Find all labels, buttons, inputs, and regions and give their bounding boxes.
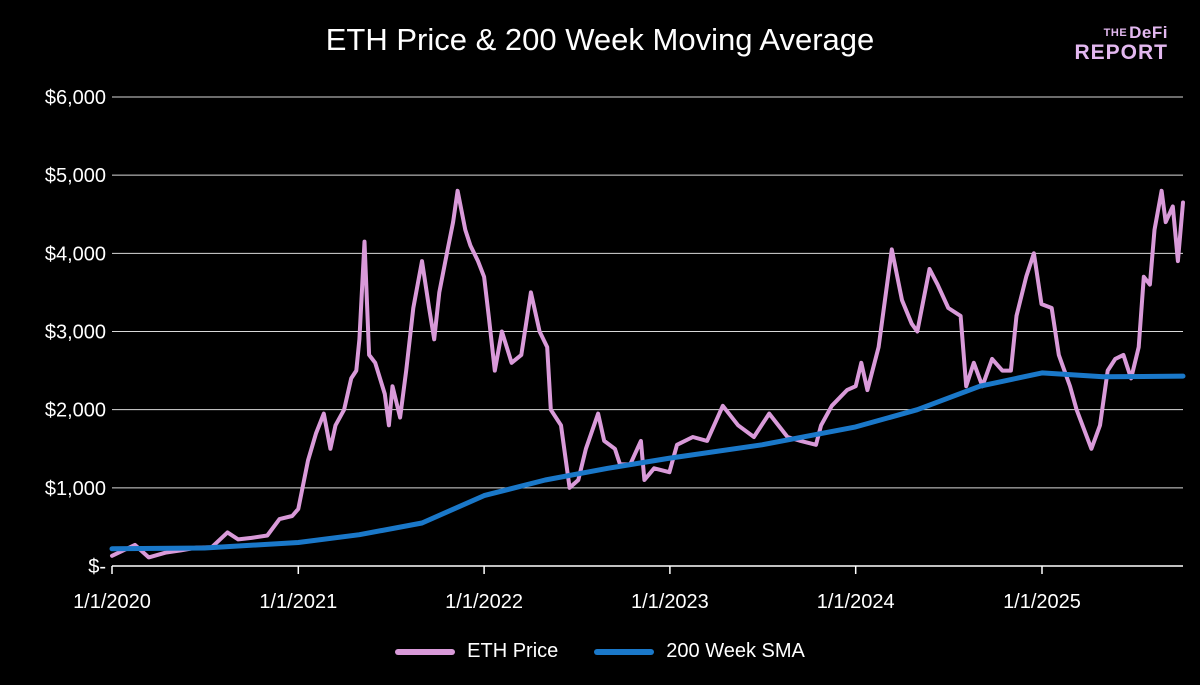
x-tick-label-2020: 1/1/2020	[73, 591, 151, 613]
x-tick-label-2024: 1/1/2024	[817, 591, 895, 613]
legend-item-sma: 200 Week SMA	[594, 640, 805, 663]
brand-logo: THE DeFi REPORT	[1074, 24, 1168, 63]
y-tick-label-5000: $5,000	[45, 165, 106, 187]
brand-line2: REPORT	[1074, 41, 1168, 64]
brand-line1-small: THE	[1103, 27, 1128, 39]
legend-item-eth: ETH Price	[395, 640, 558, 663]
y-tick-label-2000: $2,000	[45, 400, 106, 422]
legend-swatch-eth	[395, 648, 456, 655]
y-tick-label-0: $-	[88, 556, 106, 578]
x-tick-label-2022: 1/1/2022	[445, 591, 523, 613]
chart-legend: ETH Price 200 Week SMA	[0, 640, 1200, 663]
y-tick-label-4000: $4,000	[45, 243, 106, 265]
legend-label-sma: 200 Week SMA	[666, 640, 805, 662]
y-tick-label-1000: $1,000	[45, 478, 106, 500]
legend-swatch-sma	[594, 648, 655, 655]
legend-label-eth: ETH Price	[467, 640, 559, 662]
x-tick-label-2021: 1/1/2021	[259, 591, 337, 613]
series-line-200-week-sma	[109, 370, 1186, 552]
chart-title: ETH Price & 200 Week Moving Average	[325, 22, 875, 57]
x-tick-label-2025: 1/1/2025	[1003, 591, 1081, 613]
x-tick-label-2023: 1/1/2023	[631, 591, 709, 613]
y-tick-label-3000: $3,000	[45, 322, 106, 344]
brand-line1: DeFi	[1129, 23, 1168, 42]
series-line-eth-price	[110, 188, 1185, 560]
y-tick-label-6000: $6,000	[45, 87, 106, 109]
